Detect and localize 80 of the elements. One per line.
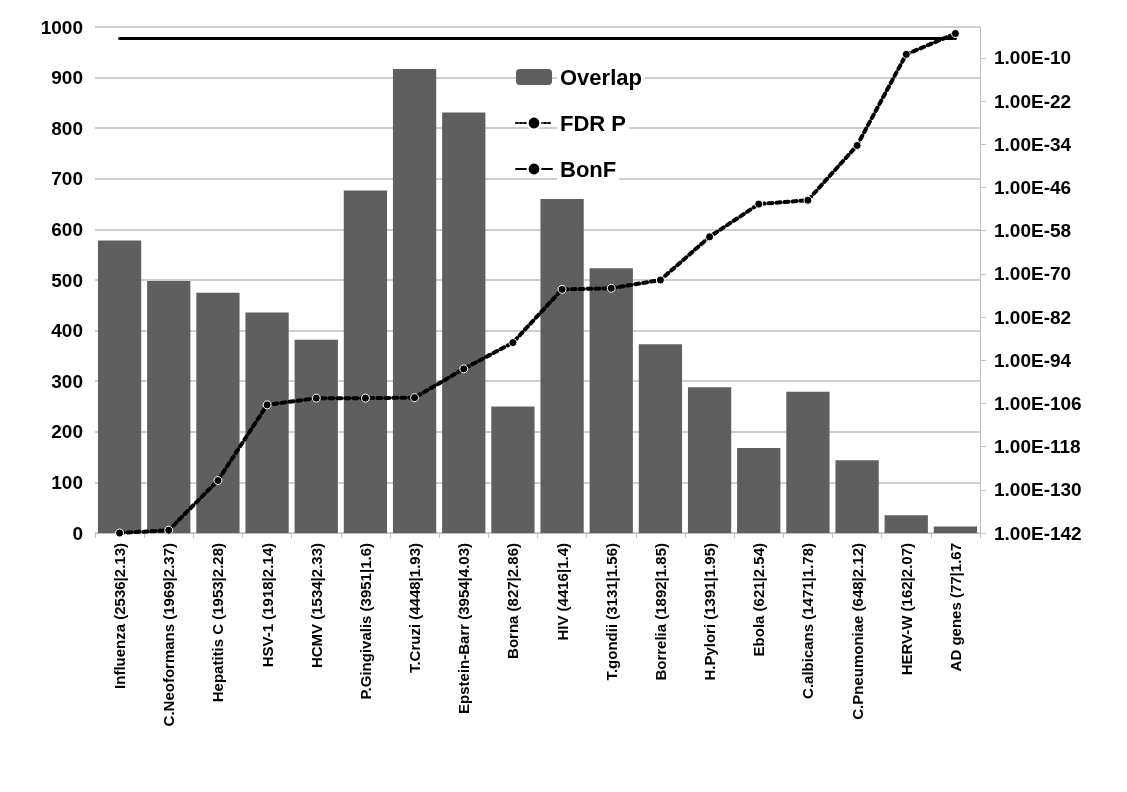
y-tick-label: 700: [51, 168, 83, 190]
point: [508, 338, 518, 348]
y2-tick-label: 1.00E-142: [994, 522, 1082, 544]
bar: [245, 312, 289, 533]
y2-tick-label: 1.00E-10: [994, 47, 1072, 69]
bar: [442, 112, 486, 533]
y2-tick-label: 1.00E-82: [994, 306, 1072, 328]
bar: [737, 447, 781, 533]
y2-tick-label: 1.00E-34: [994, 133, 1072, 155]
y-tick-label: 300: [51, 370, 83, 392]
y-tick-label: 400: [51, 320, 83, 342]
bar: [589, 268, 633, 533]
x-tick-label: T.Cruzi (4448|1.93): [406, 543, 424, 674]
y2-tick-label: 1.00E-46: [994, 177, 1072, 199]
y-tick-label: 0: [72, 522, 83, 544]
x-tick-label: HIV (4416|1.4): [553, 543, 571, 641]
x-tick-label: HERV-W (162|2.07): [897, 543, 915, 676]
y2-tick-label: 1.00E-94: [994, 349, 1072, 371]
bar: [933, 526, 978, 533]
point: [852, 140, 862, 150]
point: [360, 393, 370, 403]
y2-tick-label: 1.00E-22: [994, 90, 1072, 112]
point: [606, 283, 616, 293]
point: [262, 400, 272, 410]
y-tick-label: 500: [51, 269, 83, 291]
x-tick-label: P.Gingivalis (3951|1.6): [356, 543, 374, 700]
point: [557, 284, 567, 294]
x-tick-label: T.gondii (3131|1.56): [602, 543, 620, 681]
x-tick-label: Hepatitis C (1953|2.28): [209, 543, 227, 703]
point: [803, 195, 813, 205]
x-tick-label: HCMV (1534|2.33): [307, 543, 325, 669]
y2-tick-label: 1.00E-58: [994, 220, 1072, 242]
bar: [491, 406, 535, 533]
x-tick-label: Influenza (2536|2.13): [111, 543, 129, 689]
bar: [638, 344, 683, 533]
legend-label: Overlap: [560, 64, 642, 90]
y-tick-label: 900: [51, 67, 83, 89]
point: [213, 475, 223, 485]
bar: [786, 391, 830, 533]
y2-tick-label: 1.00E-118: [994, 436, 1081, 458]
point: [754, 199, 764, 209]
point: [901, 49, 911, 59]
x-tick-label: AD genes (77|1.67: [946, 543, 964, 672]
bar: [196, 292, 240, 533]
x-tick-label: Epstein-Barr (3954|4.03): [455, 543, 473, 714]
bar: [294, 339, 338, 533]
x-tick-label: HSV-1 (1918|2.14): [258, 543, 276, 668]
bar: [884, 515, 928, 533]
y-tick-label: 1000: [40, 16, 83, 38]
x-tick-label: Borrelia (1892|1.85): [651, 543, 669, 681]
legend-label: FDR P: [560, 110, 626, 136]
point: [459, 364, 469, 374]
point: [410, 393, 420, 403]
point: [164, 525, 174, 535]
bar: [835, 460, 879, 533]
x-tick-label: Borna (827|2.86): [504, 543, 522, 659]
x-tick-label: C.Neoformans (1969|2.37): [160, 543, 178, 727]
legend-label: BonF: [560, 156, 617, 182]
y-tick-label: 100: [51, 471, 83, 493]
bar: [343, 190, 388, 533]
point: [655, 275, 665, 285]
x-tick-label: H.Pylori (1391|1.95): [701, 543, 719, 681]
point: [115, 528, 125, 538]
y2-tick-label: 1.00E-70: [994, 263, 1072, 285]
x-tick-label: C.albicans (1471|1.78): [799, 543, 817, 699]
bar: [540, 199, 584, 533]
x-tick-label: C.Pneumoniae (648|2.12): [848, 543, 866, 720]
bar: [147, 281, 191, 533]
bar: [392, 69, 437, 533]
x-tick-label: Ebola (621|2.54): [750, 543, 768, 657]
y2-tick-label: 1.00E-130: [994, 479, 1082, 501]
y-tick-label: 200: [51, 421, 83, 443]
point: [705, 232, 715, 242]
y-tick-label: 600: [51, 218, 83, 240]
point: [311, 393, 321, 403]
bar: [97, 240, 142, 533]
point: [950, 29, 960, 39]
y2-tick-label: 1.00E-106: [994, 392, 1082, 414]
y-tick-label: 800: [51, 117, 83, 139]
bar: [687, 387, 732, 533]
